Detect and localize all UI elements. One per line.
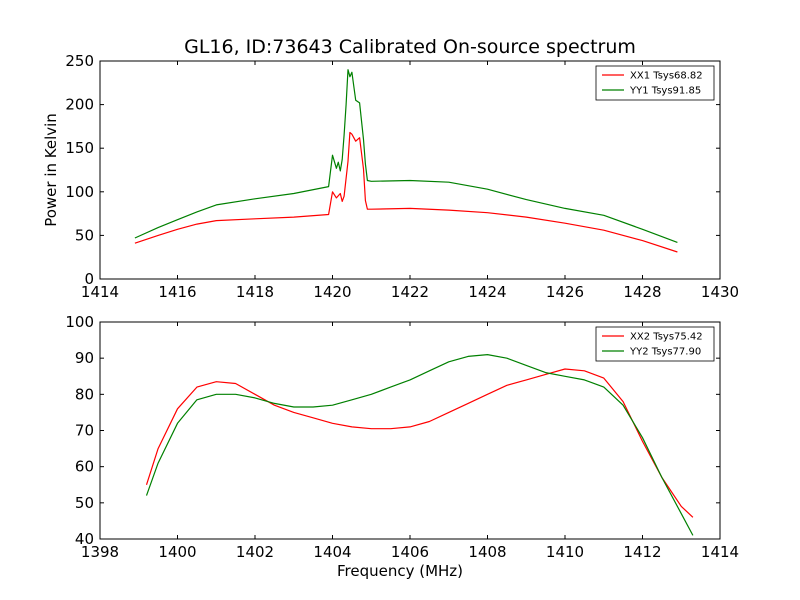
y-axis-label: Power in Kelvin — [42, 113, 60, 227]
y-tick-label: 40 — [75, 530, 94, 548]
y-tick-label: 70 — [75, 422, 94, 440]
x-tick-label: 1398 — [81, 543, 119, 561]
top-panel: 1414 1416 1418 1420 1422 1424 1426 1428 1430 0 50 1… — [42, 52, 739, 301]
y-tick-label: 50 — [75, 494, 94, 512]
x-tick-label: 1406 — [391, 543, 429, 561]
x-tick-label: 1420 — [313, 283, 351, 301]
y-tick-label: 250 — [65, 52, 94, 70]
y-tick-label: 50 — [75, 226, 94, 244]
y-tick-label: 150 — [65, 139, 94, 157]
x-tick-label: 1428 — [623, 283, 661, 301]
x-tick-label: 1414 — [701, 543, 739, 561]
y-tick-label: 200 — [65, 96, 94, 114]
x-tick-label: 1400 — [158, 543, 196, 561]
x-axis-label: Frequency (MHz) — [337, 562, 463, 580]
bottom-panel: 1398 1400 1402 1404 1406 1408 1410 1412 1414 40 50… — [65, 313, 739, 580]
legend-entry: YY1 Tsys91.85 — [629, 86, 701, 97]
x-tick-label: 1402 — [236, 543, 274, 561]
x-tick-label: 1410 — [546, 543, 584, 561]
x-tick-label: 1412 — [623, 543, 661, 561]
y-tick-label: 100 — [65, 183, 94, 201]
series-line-yy — [145, 354, 694, 536]
x-tick-label: 1414 — [81, 283, 119, 301]
y-tick-label: 80 — [75, 385, 94, 403]
x-tick-label: 1404 — [313, 543, 351, 561]
legend — [595, 65, 715, 101]
x-tick-label: 1418 — [236, 283, 274, 301]
chart-title: GL16, ID:73643 Calibrated On-source spec… — [184, 36, 636, 58]
x-tick-label: 1430 — [701, 283, 739, 301]
x-tick-label: 1416 — [158, 283, 196, 301]
series-line-xx — [145, 368, 694, 518]
series-line-xx — [134, 131, 678, 253]
x-tick-label: 1422 — [391, 283, 429, 301]
legend — [595, 326, 715, 362]
legend-entry: YY2 Tsys77.90 — [629, 347, 701, 358]
y-tick-label: 60 — [75, 458, 94, 476]
legend-entry: XX2 Tsys75.42 — [630, 332, 703, 343]
x-tick-label: 1424 — [468, 283, 506, 301]
y-tick-label: 100 — [65, 313, 94, 331]
y-tick-label: 90 — [75, 349, 94, 367]
y-tick-label: 0 — [84, 270, 94, 288]
x-tick-label: 1408 — [468, 543, 506, 561]
x-tick-label: 1426 — [546, 283, 584, 301]
legend-entry: XX1 Tsys68.82 — [630, 71, 703, 82]
series-line-yy — [134, 69, 678, 243]
